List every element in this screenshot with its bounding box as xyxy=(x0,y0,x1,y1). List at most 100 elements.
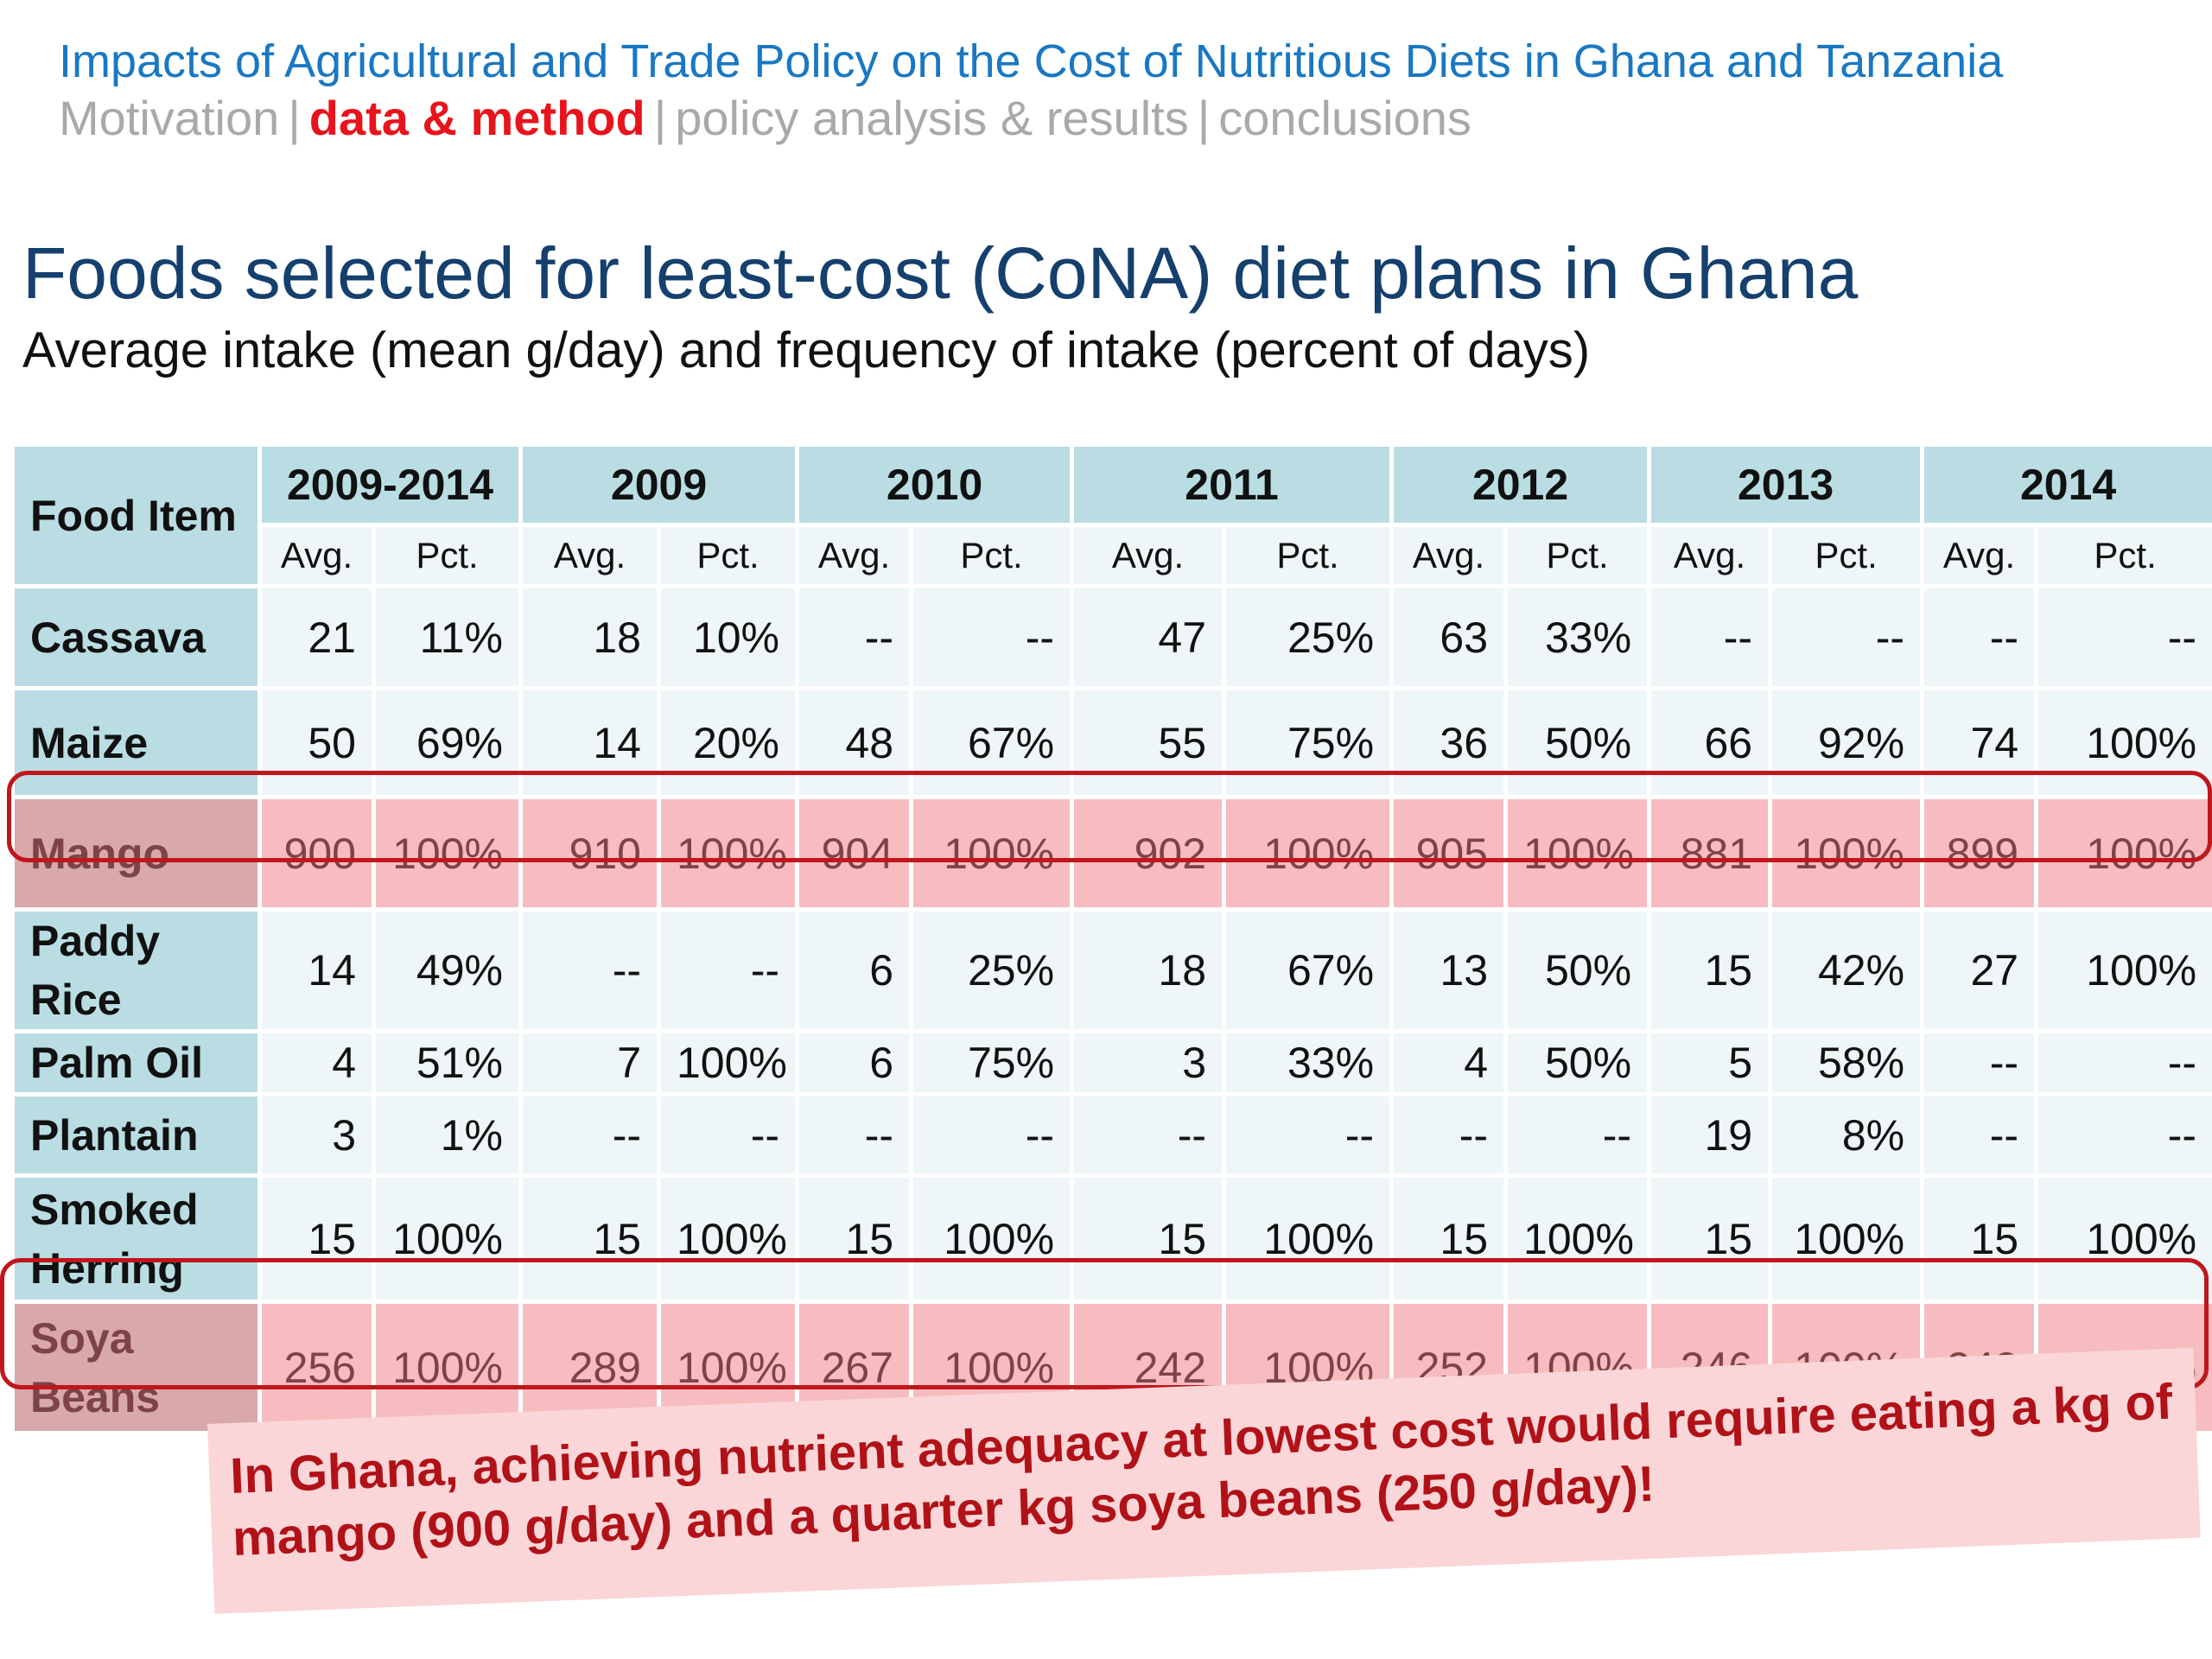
pct-cell: 11% xyxy=(372,584,523,690)
pct-cell: 10% xyxy=(656,584,800,690)
avg-cell: 904 xyxy=(795,795,914,912)
avg-cell: -- xyxy=(518,907,661,1033)
avg-cell: -- xyxy=(1070,1092,1227,1178)
pct-cell: 100% xyxy=(1222,795,1395,912)
pct-cell: 67% xyxy=(1222,907,1395,1033)
pct-cell: 50% xyxy=(1503,1029,1652,1096)
food-item-name: Plantain xyxy=(10,1092,262,1178)
sub-header-row: Avg. Pct. Avg. Pct. Avg. Pct. Avg. Pct. Avg. Pct.… xyxy=(13,523,2212,588)
table-row: Paddy Rice 14 49% -- -- 6 25% 18 67% 13 50% 15 42% 27… xyxy=(10,907,2212,1033)
avg-cell: 905 xyxy=(1389,795,1509,912)
year-header: 2014 xyxy=(1920,442,2212,527)
avg-cell: -- xyxy=(518,1092,661,1178)
pct-cell: 100% xyxy=(372,1173,523,1304)
avg-header: Avg. xyxy=(257,523,376,588)
slide-title: Foods selected for least-cost (CoNA) die… xyxy=(22,232,1859,314)
pct-header: Pct. xyxy=(1503,523,1652,588)
nav-item-conclusions[interactable]: conclusions xyxy=(1218,91,1471,145)
food-item-name: Smoked Herring xyxy=(10,1173,262,1304)
table-row: Smoked Herring 15 100% 15 100% 15 100% 15 100% 15… xyxy=(10,1173,2212,1304)
pct-header: Pct. xyxy=(1222,523,1395,588)
avg-cell: 15 xyxy=(1647,1173,1773,1304)
presentation-title: Impacts of Agricultural and Trade Policy… xyxy=(59,35,2004,87)
avg-cell: 18 xyxy=(518,584,661,690)
year-header: 2010 xyxy=(795,442,1075,527)
avg-header: Avg. xyxy=(795,523,914,588)
pct-cell: 100% xyxy=(1768,795,1925,912)
pct-cell: 100% xyxy=(2034,686,2212,799)
avg-cell: 15 xyxy=(1070,1173,1227,1304)
pct-cell: 100% xyxy=(1222,1173,1395,1304)
pct-cell: 100% xyxy=(1768,1173,1925,1304)
avg-cell: 48 xyxy=(795,686,914,799)
year-header: 2009 xyxy=(518,442,800,527)
pct-cell: 58% xyxy=(1768,1029,1925,1096)
pct-cell: -- xyxy=(656,907,800,1033)
avg-header: Avg. xyxy=(1070,523,1227,588)
avg-cell: 18 xyxy=(1070,907,1227,1033)
avg-header: Avg. xyxy=(1920,523,2039,588)
pct-cell: 49% xyxy=(372,907,523,1033)
pct-header: Pct. xyxy=(2034,523,2212,588)
pct-cell: 100% xyxy=(656,1173,800,1304)
table-row: Plantain 3 1% -- -- -- -- -- -- -- -- 19 8% -- -- xyxy=(10,1092,2212,1178)
year-header: 2009-2014 xyxy=(257,442,523,527)
pct-cell: 100% xyxy=(1503,1173,1652,1304)
avg-cell: -- xyxy=(1920,584,2039,690)
avg-cell: 63 xyxy=(1389,584,1509,690)
pct-cell: 75% xyxy=(909,1029,1075,1096)
pct-cell: 75% xyxy=(1222,686,1395,799)
avg-cell: 7 xyxy=(518,1029,661,1096)
pct-cell: 42% xyxy=(1768,907,1925,1033)
avg-cell: 55 xyxy=(1070,686,1227,799)
pct-cell: 25% xyxy=(1222,584,1395,690)
nav-item-policy-analysis[interactable]: policy analysis & results xyxy=(675,91,1189,145)
pct-header: Pct. xyxy=(909,523,1075,588)
pct-cell: 1% xyxy=(372,1092,523,1178)
avg-cell: 14 xyxy=(518,686,661,799)
avg-cell: 74 xyxy=(1920,686,2039,799)
pct-cell: 67% xyxy=(909,686,1075,799)
pct-cell: 92% xyxy=(1768,686,1925,799)
avg-cell: 5 xyxy=(1647,1029,1773,1096)
avg-cell: 256 xyxy=(257,1300,376,1435)
nav-item-data-method[interactable]: data & method xyxy=(308,91,645,145)
avg-cell: 899 xyxy=(1920,795,2039,912)
avg-cell: 27 xyxy=(1920,907,2039,1033)
section-nav: Motivation | data & method | policy analysis… xyxy=(59,90,1471,146)
avg-cell: 15 xyxy=(795,1173,914,1304)
pct-cell: 25% xyxy=(909,907,1075,1033)
pct-cell: -- xyxy=(2034,584,2212,690)
food-item-name: Soya Beans xyxy=(10,1300,262,1435)
avg-cell: 15 xyxy=(518,1173,661,1304)
table-row: Maize 50 69% 14 20% 48 67% 55 75% 36 50% 66 92% 74 100… xyxy=(10,686,2212,799)
pct-cell: 100% xyxy=(656,795,800,912)
avg-cell: 36 xyxy=(1389,686,1509,799)
avg-cell: 21 xyxy=(257,584,376,690)
avg-cell: 15 xyxy=(1920,1173,2039,1304)
avg-cell: 19 xyxy=(1647,1092,1773,1178)
pct-cell: -- xyxy=(1503,1092,1652,1178)
avg-cell: 47 xyxy=(1070,584,1227,690)
year-header: 2012 xyxy=(1389,442,1652,527)
pct-cell: 100% xyxy=(2034,1173,2212,1304)
pct-cell: 100% xyxy=(372,1300,523,1435)
slide-subtitle: Average intake (mean g/day) and frequenc… xyxy=(22,322,1591,378)
avg-cell: 66 xyxy=(1647,686,1773,799)
pct-cell: 100% xyxy=(1503,795,1652,912)
avg-cell: 13 xyxy=(1389,907,1509,1033)
avg-header: Avg. xyxy=(1389,523,1509,588)
table-row: Palm Oil 4 51% 7 100% 6 75% 3 33% 4 50% 5 58% -- -- xyxy=(10,1029,2212,1096)
pct-cell: -- xyxy=(909,1092,1075,1178)
pct-cell: 33% xyxy=(1503,584,1652,690)
pct-cell: -- xyxy=(656,1092,800,1178)
avg-cell: -- xyxy=(795,584,914,690)
avg-cell: 881 xyxy=(1647,795,1773,912)
pct-cell: -- xyxy=(1768,584,1925,690)
avg-cell: 50 xyxy=(257,686,376,799)
avg-cell: 15 xyxy=(257,1173,376,1304)
nav-item-motivation[interactable]: Motivation xyxy=(59,91,280,145)
pct-header: Pct. xyxy=(1768,523,1925,588)
pct-cell: 100% xyxy=(2034,907,2212,1033)
avg-cell: 900 xyxy=(257,795,376,912)
